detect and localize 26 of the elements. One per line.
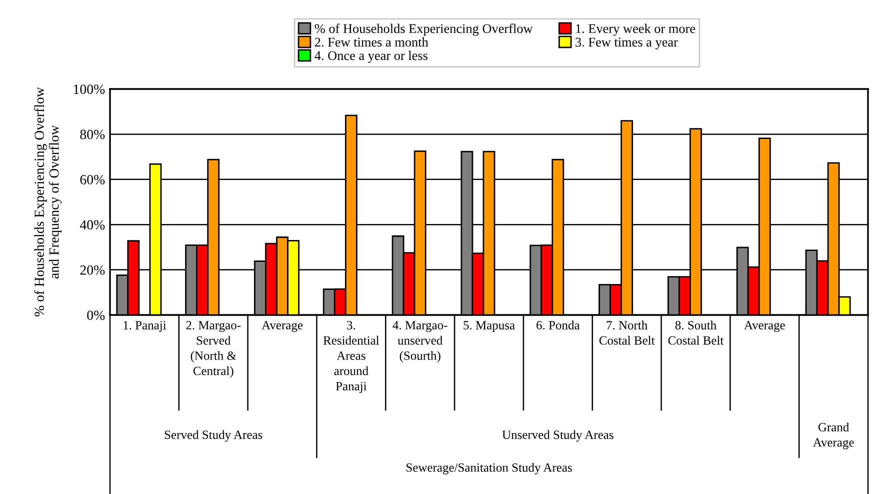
text: Sewerage/Sanitation Study Areas: [406, 462, 572, 474]
x-tick-label: Average: [262, 321, 303, 332]
x-tick-label: 7. North Costal Belt: [599, 320, 655, 345]
y-tick-label: 20%: [80, 265, 105, 275]
x-tick-label: 3. Residential Areas around Panaji: [323, 321, 380, 393]
x-tick-label: 2. Margao- Served (North & Central): [186, 321, 241, 378]
x-tick-label: 5. Mapusa: [464, 321, 515, 332]
y-tick-label: 100%: [74, 84, 105, 94]
legend-label: 2. Few times a month: [314, 37, 428, 47]
text: Served Study Areas: [164, 430, 262, 442]
text: Grand Average: [812, 422, 854, 450]
legend-label: 4. Once a year or less: [314, 50, 428, 63]
y-tick-label: 40%: [80, 220, 105, 230]
y-axis-title: % of Households Experiencing Overflow and Frequency of Overflow: [34, 87, 62, 316]
y-tick-label: 60%: [80, 174, 105, 184]
y-tick-label: 0%: [87, 310, 105, 320]
x-tick-label: 6. Ponda: [536, 320, 580, 330]
legend-label: % of Households Experiencing Overflow: [314, 24, 533, 36]
legend-label: 3. Few times a year: [576, 38, 678, 50]
legend-label: 1. Every week or more: [576, 24, 696, 36]
y-tick-label: 80%: [80, 130, 105, 140]
text: Unserved Study Areas: [502, 430, 614, 442]
x-tick-label: Average: [744, 321, 785, 332]
x-tick-label: 4. Margao- unserved (Sourth): [392, 321, 448, 362]
x-tick-label: 1. Panaji: [124, 321, 166, 332]
x-tick-label: 8. South Costal Belt: [668, 320, 724, 345]
